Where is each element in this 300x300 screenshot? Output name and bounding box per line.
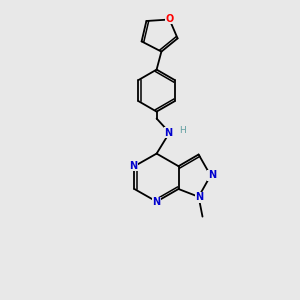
Text: H: H xyxy=(179,126,186,135)
Text: N: N xyxy=(152,197,161,207)
Text: O: O xyxy=(166,14,174,24)
Text: N: N xyxy=(208,170,216,181)
Text: N: N xyxy=(164,128,172,138)
Text: N: N xyxy=(195,192,203,203)
Text: N: N xyxy=(129,160,137,171)
